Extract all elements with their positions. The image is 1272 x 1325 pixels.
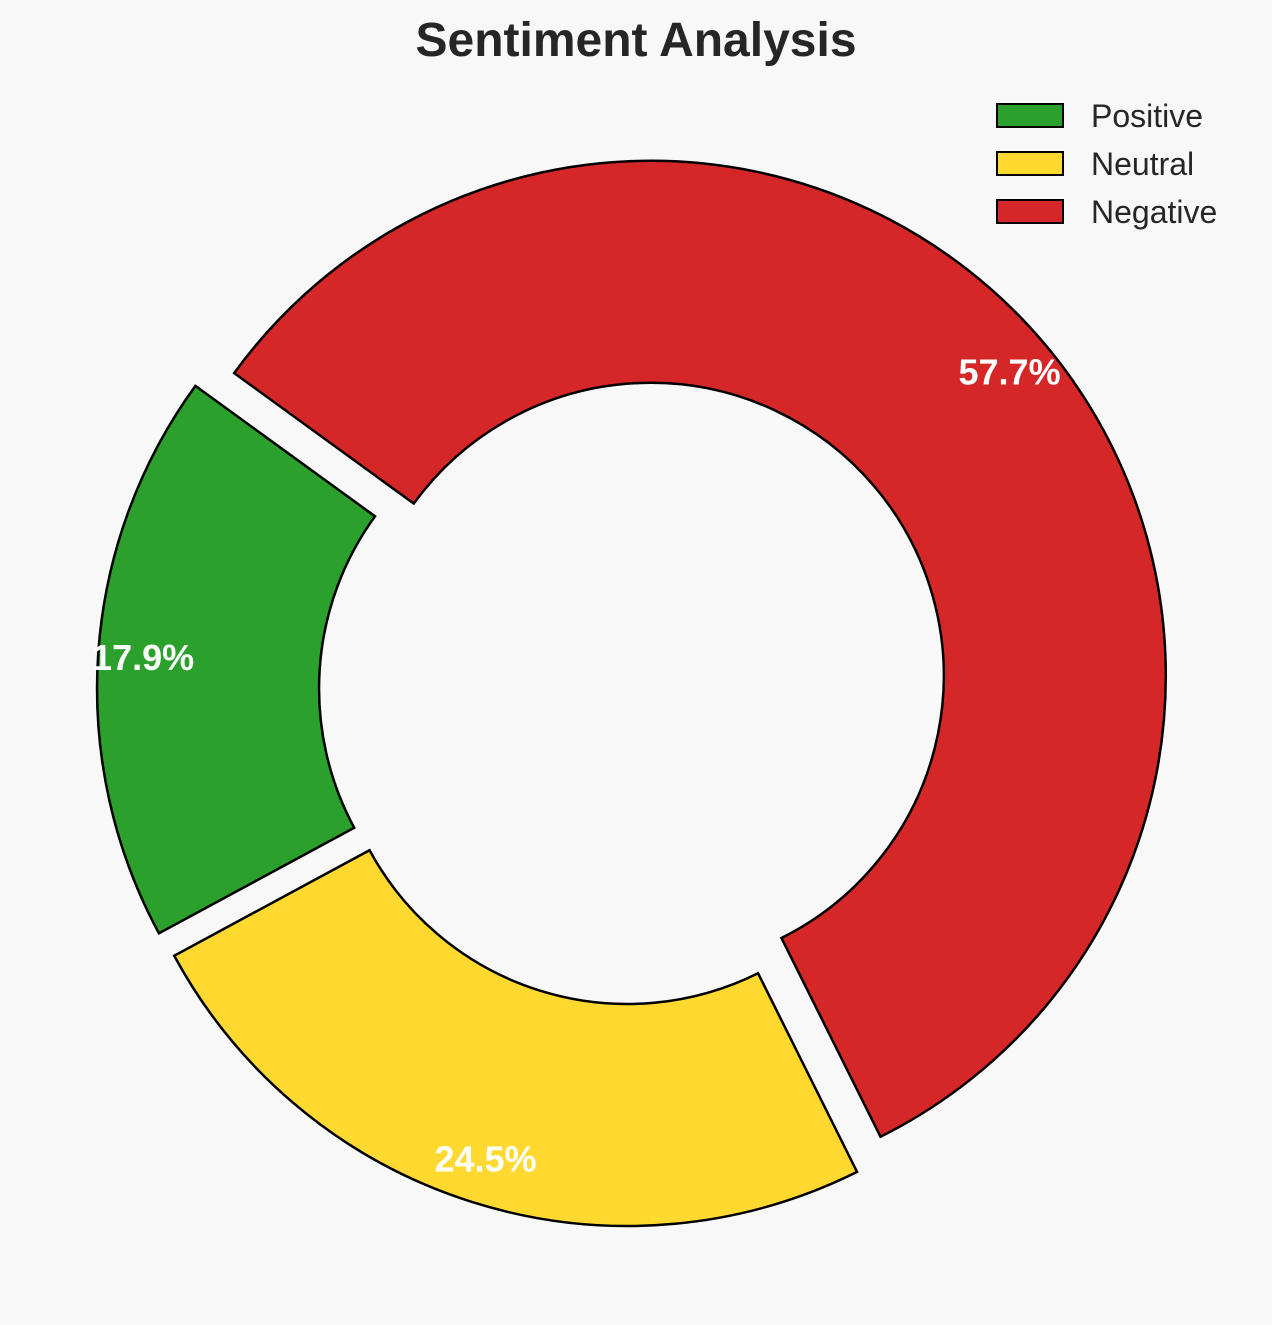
slice-labels: 17.9% 24.5% 57.7% (92, 352, 1061, 1180)
donut-slices (95, 159, 1168, 1228)
slice-positive (95, 384, 377, 935)
slice-label-positive: 17.9% (92, 637, 194, 678)
legend: Positive Neutral Negative (996, 98, 1217, 230)
legend-item-neutral: Neutral (996, 146, 1194, 182)
legend-label-negative: Negative (1091, 194, 1217, 230)
legend-item-negative: Negative (996, 194, 1217, 230)
legend-item-positive: Positive (996, 98, 1203, 134)
legend-swatch-negative (996, 199, 1064, 224)
legend-label-positive: Positive (1091, 98, 1203, 134)
slice-label-negative: 57.7% (959, 352, 1061, 393)
chart-title: Sentiment Analysis (415, 14, 856, 67)
slice-neutral (172, 848, 859, 1228)
legend-swatch-positive (996, 103, 1064, 128)
slice-label-neutral: 24.5% (434, 1139, 536, 1180)
slice-negative (232, 159, 1168, 1139)
legend-swatch-neutral (996, 151, 1064, 176)
legend-label-neutral: Neutral (1091, 146, 1194, 182)
